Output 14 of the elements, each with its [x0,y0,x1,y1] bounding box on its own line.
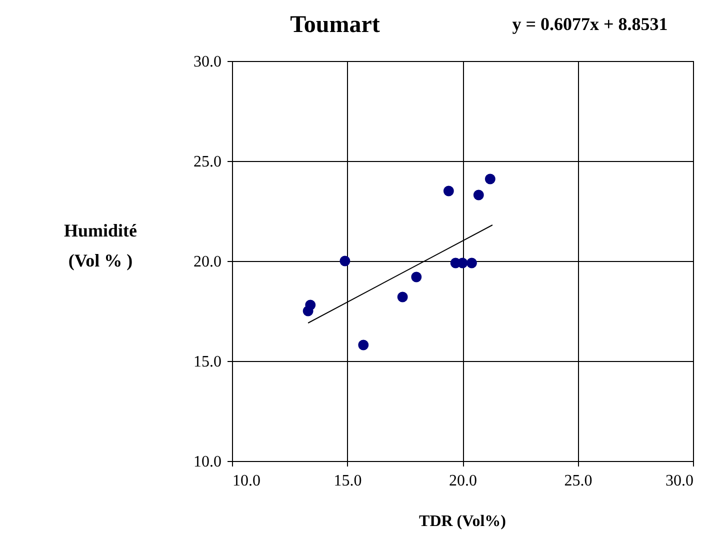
y-tick-label: 30.0 [194,54,222,70]
x-tick-label: 20.0 [449,472,477,490]
x-axis-title: TDR (Vol%) [419,513,506,530]
y-axis-title: Humidité (Vol % ) [64,220,138,270]
x-tick-label: 10.0 [232,472,260,490]
x-tick-label: 25.0 [564,472,592,490]
y-tick-label: 15.0 [194,354,222,370]
y-tick-label: 20.0 [194,254,222,270]
chart-title: Toumart [290,12,380,38]
y-tick-label: 25.0 [194,154,222,170]
text: y = 0.6077x + 8.8531 [512,14,668,34]
y-tick-label: 10.0 [194,454,222,470]
x-tick-label: 30.0 [666,472,694,490]
x-tick-label: 15.0 [334,472,362,490]
